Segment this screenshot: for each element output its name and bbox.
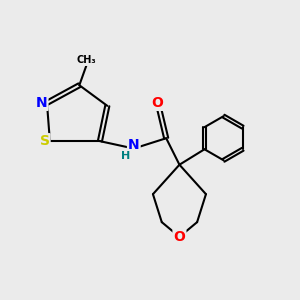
Text: N: N [36,96,47,110]
Text: O: O [152,96,163,110]
Text: H: H [121,151,130,161]
Text: N: N [128,138,140,152]
Text: O: O [173,230,185,244]
Text: CH₃: CH₃ [77,55,97,65]
Text: S: S [40,134,50,148]
